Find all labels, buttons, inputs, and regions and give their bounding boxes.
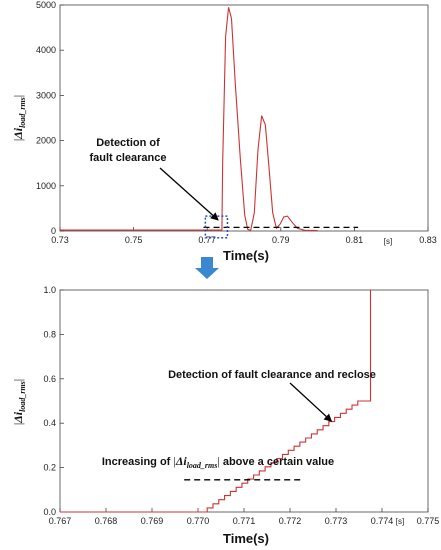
y-tick-label: 0.0 bbox=[43, 507, 56, 517]
bottom-x-axis-title: Time(s) bbox=[223, 531, 269, 546]
top-annotation-line2: fault clearance bbox=[89, 152, 166, 164]
bottom-series-line bbox=[60, 290, 372, 513]
x-tick-label: 0.81 bbox=[346, 235, 364, 245]
svg-text:|Δiload_rms|: |Δiload_rms| bbox=[11, 379, 27, 425]
top-chart: 0.73 0.75 0.77 0.79 0.81 0.83 0 1000 2000 3000 40… bbox=[11, 0, 437, 263]
y-tick-label: 0 bbox=[51, 226, 56, 236]
x-tick-label: 0.83 bbox=[419, 235, 437, 245]
bottom-y-axis-title: |Δiload_rms| bbox=[11, 379, 27, 425]
x-tick-label: 0.73 bbox=[51, 235, 69, 245]
bottom-annotation-bottom: Increasing of |Δiload_rms| above a certa… bbox=[102, 454, 334, 470]
y-tick-label: 3000 bbox=[36, 90, 56, 100]
y-tick-label: 1.0 bbox=[43, 285, 56, 295]
y-tick-label: 4000 bbox=[36, 45, 56, 55]
y-tick-label: 5000 bbox=[36, 0, 56, 10]
top-x-ticks: 0.73 0.75 0.77 0.79 0.81 0.83 bbox=[51, 227, 437, 245]
x-tick-label: 0.773 bbox=[325, 516, 348, 526]
x-tick-label: 0.77 bbox=[198, 235, 216, 245]
x-tick-label: 0.775 bbox=[417, 516, 440, 526]
x-tick-label: 0.79 bbox=[272, 235, 290, 245]
y-tick-label: 0.2 bbox=[43, 463, 56, 473]
top-ylabel-i: i bbox=[11, 127, 25, 131]
y-tick-label: 0.6 bbox=[43, 374, 56, 384]
top-y-axis-title: |Δiload_rms| bbox=[11, 95, 27, 141]
top-plot-frame bbox=[59, 4, 429, 232]
top-x-unit: [s] bbox=[384, 237, 392, 246]
top-ylabel-delta: Δ bbox=[11, 131, 25, 140]
x-tick-label: 0.767 bbox=[49, 516, 72, 526]
top-x-axis-title: Time(s) bbox=[223, 248, 269, 263]
top-series-line bbox=[60, 7, 318, 232]
top-ylabel-sub: load_rms bbox=[18, 97, 27, 128]
top-annotation-arrow bbox=[159, 167, 219, 221]
top-highlight-box bbox=[204, 215, 229, 239]
bottom-x-ticks: 0.767 0.768 0.769 0.770 0.771 0.772 0.773 0.774… bbox=[49, 508, 440, 526]
bottom-plot-frame bbox=[59, 289, 429, 513]
x-tick-label: 0.772 bbox=[279, 516, 302, 526]
x-tick-label: 0.771 bbox=[233, 516, 256, 526]
bottom-chart: 0.767 0.768 0.769 0.770 0.771 0.772 0.773 0.774… bbox=[11, 285, 439, 546]
y-tick-label: 1000 bbox=[36, 181, 56, 191]
x-tick-label: 0.768 bbox=[95, 516, 118, 526]
top-annotation-line1: Detection of bbox=[96, 137, 160, 149]
down-arrow-icon bbox=[195, 257, 219, 279]
y-tick-label: 0.8 bbox=[43, 329, 56, 339]
x-tick-label: 0.770 bbox=[187, 516, 210, 526]
x-tick-label: 0.774 bbox=[371, 516, 394, 526]
bottom-x-unit: [s] bbox=[396, 517, 404, 526]
top-y-ticks: 0 1000 2000 3000 4000 5000 bbox=[36, 0, 64, 236]
svg-text:|Δiload_rms|: |Δiload_rms| bbox=[11, 95, 27, 141]
x-tick-label: 0.75 bbox=[125, 235, 143, 245]
bottom-annotation-arrow bbox=[289, 382, 333, 422]
y-tick-label: 2000 bbox=[36, 136, 56, 146]
bottom-annotation-top: Detection of fault clearance and reclose bbox=[168, 369, 376, 381]
y-tick-label: 0.4 bbox=[43, 418, 56, 428]
bottom-y-ticks: 0.0 0.2 0.4 0.6 0.8 1.0 bbox=[43, 285, 64, 517]
x-tick-label: 0.769 bbox=[141, 516, 164, 526]
